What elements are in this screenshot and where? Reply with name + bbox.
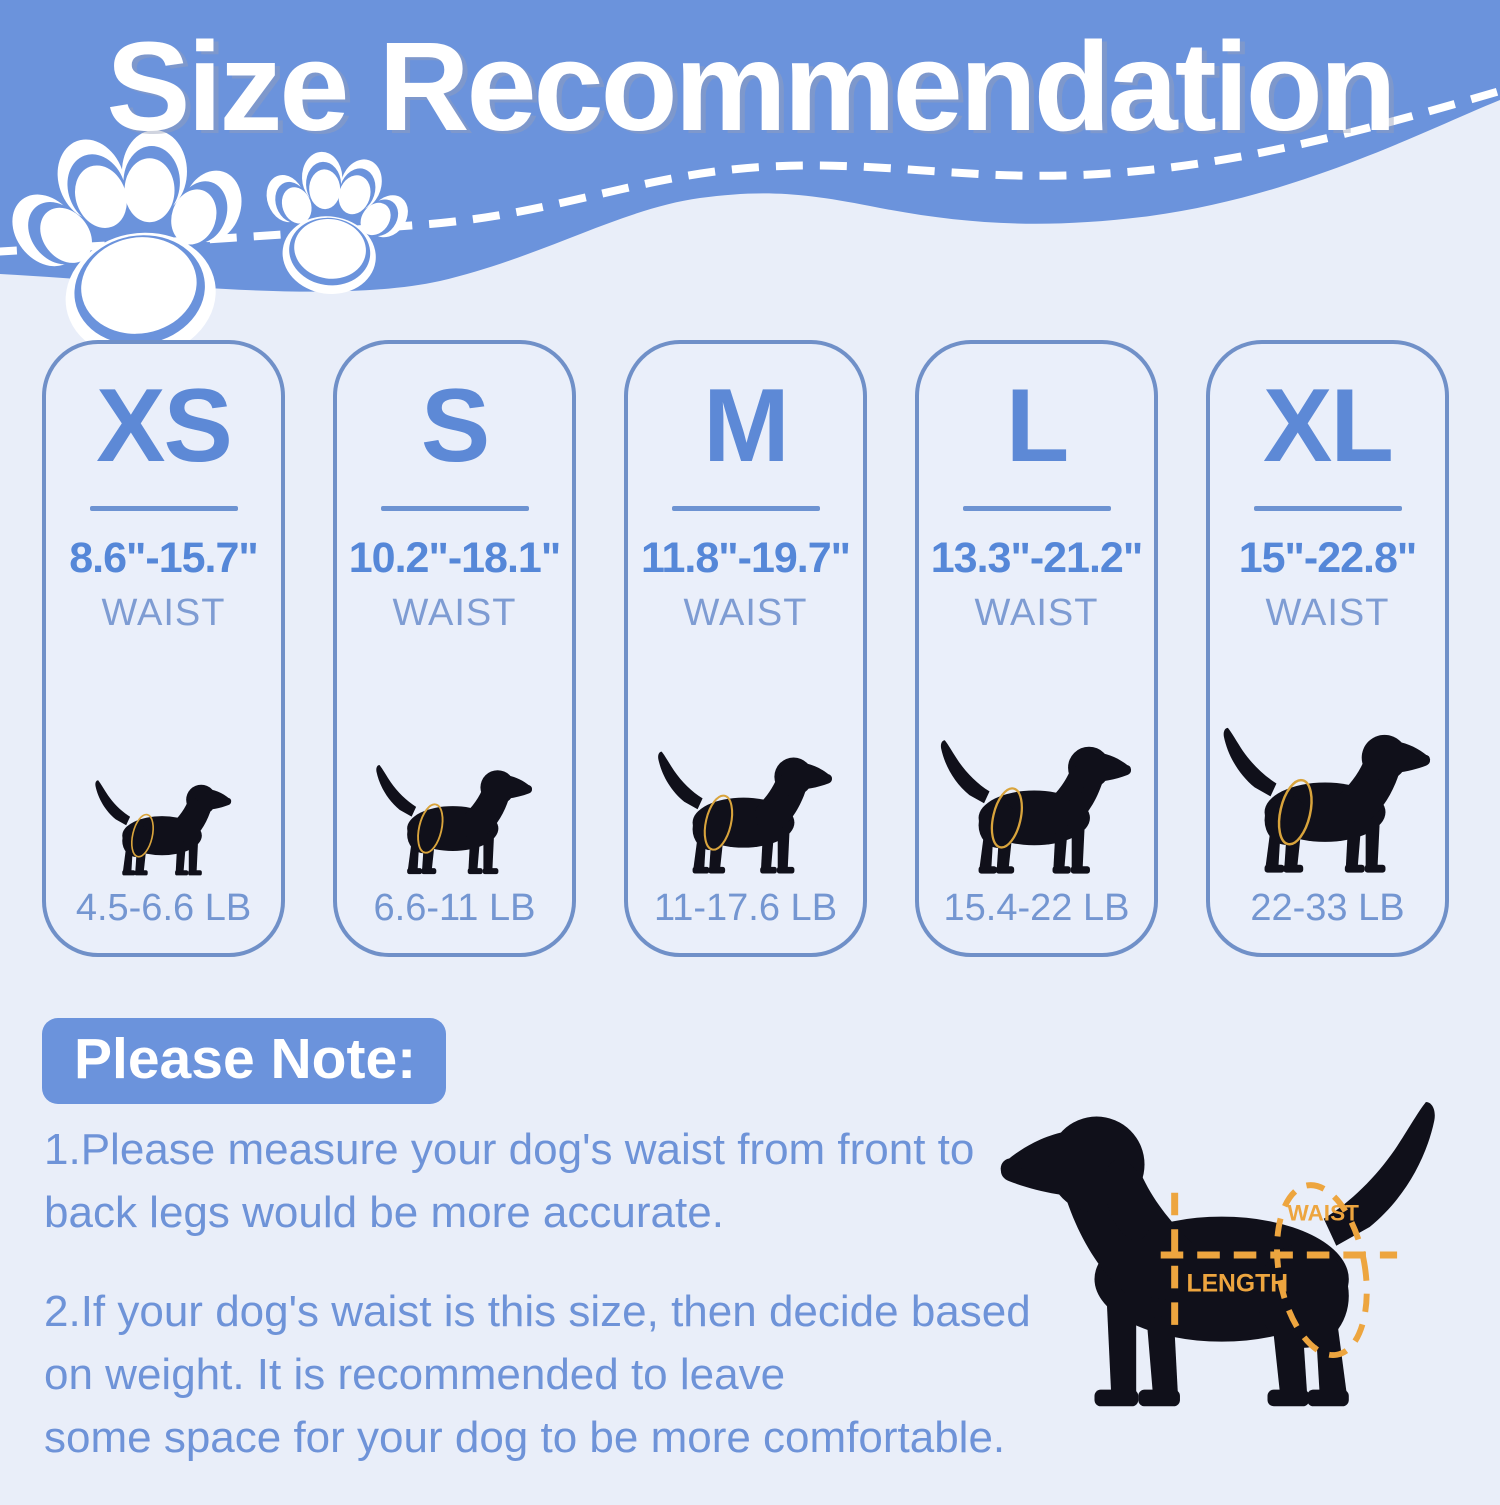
waist-caption: WAIST: [101, 592, 226, 634]
waist-caption: WAIST: [683, 592, 808, 634]
dog-silhouette-xs: [46, 632, 281, 879]
divider-line: [671, 506, 820, 511]
waist-range: 8.6"-15.7": [69, 534, 259, 582]
note-2: 2.If your dog's waist is this size, then…: [44, 1280, 1031, 1469]
note-line: some space for your dog to be more comfo…: [44, 1413, 1006, 1462]
waist-range: 13.3"-21.2": [930, 534, 1143, 582]
waist-measure-ring: [1274, 1182, 1370, 1359]
page-title: Size Recommendation: [106, 16, 1396, 157]
note-1: 1.Please measure your dog's waist from f…: [44, 1118, 1031, 1244]
header-wave-banner: [0, 0, 1500, 370]
dog-silhouette-xl: [1210, 632, 1445, 879]
waist-caption: WAIST: [392, 592, 517, 634]
size-label: XL: [1263, 368, 1394, 484]
note-line: 1.Please measure your dog's waist from f…: [44, 1125, 975, 1174]
size-label: XS: [96, 368, 233, 484]
dog-silhouette-s: [337, 632, 572, 879]
size-card-xl: XL 15"-22.8" WAIST 22-33 LB: [1206, 340, 1449, 957]
weight-range: 11-17.6 LB: [653, 887, 838, 929]
waist-range: 10.2"-18.1": [348, 534, 561, 582]
note-line: 2.If your dog's waist is this size, then…: [44, 1287, 1031, 1336]
divider-line: [380, 506, 529, 511]
size-card-l: L 13.3"-21.2" WAIST 15.4-22 LB: [915, 340, 1158, 957]
weight-range: 4.5-6.6 LB: [75, 887, 252, 929]
dashed-curve: [0, 86, 1500, 256]
divider-line: [962, 506, 1111, 511]
size-label: L: [1005, 368, 1070, 484]
length-label: LENGTH: [1186, 1271, 1288, 1298]
please-note-badge: Please Note:: [42, 1018, 447, 1104]
divider-line: [89, 506, 238, 511]
waist-ring: [416, 803, 444, 855]
waist-ring: [1277, 779, 1313, 846]
size-label: M: [703, 368, 790, 484]
weight-range: 15.4-22 LB: [943, 887, 1130, 929]
waist-range: 15"-22.8": [1238, 534, 1418, 582]
dog-silhouette-l: [919, 632, 1154, 879]
notes-text: 1.Please measure your dog's waist from f…: [44, 1118, 1031, 1505]
size-card-m: M 11.8"-19.7" WAIST 11-17.6 LB: [624, 340, 867, 957]
waist-ring: [130, 813, 154, 858]
waist-caption: WAIST: [974, 592, 1099, 634]
size-card-s: S 10.2"-18.1" WAIST 6.6-11 LB: [333, 340, 576, 957]
note-line: back legs would be more accurate.: [44, 1188, 724, 1237]
divider-line: [1253, 506, 1402, 511]
dog-silhouette-m: [628, 632, 863, 879]
size-label: S: [420, 368, 490, 484]
waist-range: 11.8"-19.7": [640, 534, 851, 582]
note-line: on weight. It is recommended to leave: [44, 1350, 786, 1399]
waist-ring: [703, 795, 733, 852]
size-cards-row: XS 8.6"-15.7" WAIST 4.5-6.6 LB S 10.2"-1…: [42, 340, 1449, 957]
waist-label: WAIST: [1287, 1201, 1359, 1226]
weight-range: 6.6-11 LB: [373, 887, 536, 929]
size-card-xs: XS 8.6"-15.7" WAIST 4.5-6.6 LB: [42, 340, 285, 957]
waist-ring: [990, 787, 1023, 849]
waist-caption: WAIST: [1265, 592, 1390, 634]
measurement-diagram: LENGTH WAIST: [1000, 1101, 1435, 1407]
weight-range: 22-33 LB: [1250, 887, 1405, 929]
